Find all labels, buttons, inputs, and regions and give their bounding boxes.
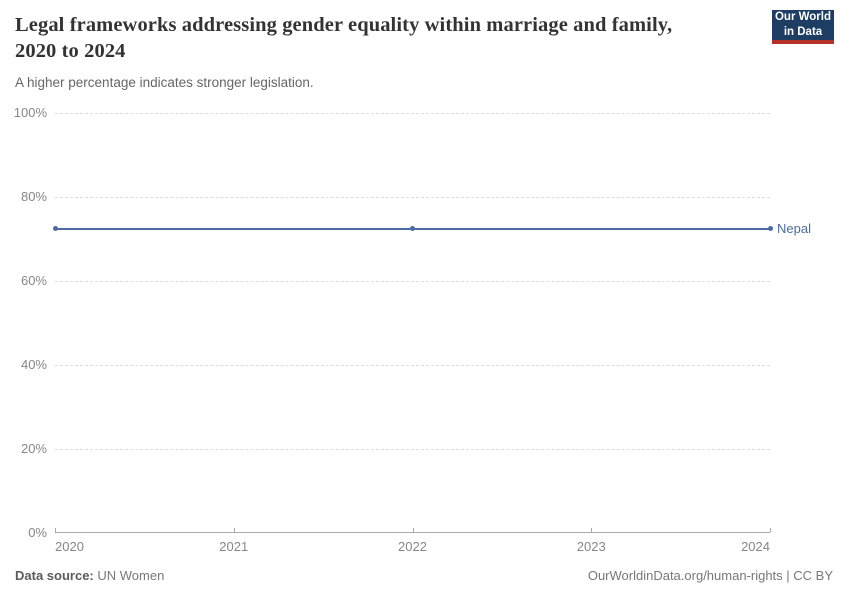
x-axis-tick xyxy=(591,528,593,532)
x-axis-tick xyxy=(233,528,235,532)
series-point-marker[interactable] xyxy=(767,226,773,231)
data-source-label: Data source: xyxy=(15,568,94,583)
entity-label[interactable]: Nepal xyxy=(777,220,811,236)
series-line[interactable] xyxy=(412,227,770,230)
owid-logo[interactable]: Our World in Data xyxy=(772,10,834,44)
x-axis-tick-label: 2020 xyxy=(55,539,84,554)
x-axis-tick-label: 2021 xyxy=(219,539,249,554)
series-point-marker[interactable] xyxy=(52,226,58,231)
y-gridline xyxy=(55,196,770,198)
data-source-note: Data source: UN Women xyxy=(15,568,164,583)
x-axis-tick-label: 2024 xyxy=(741,539,770,554)
x-axis-line xyxy=(55,532,770,533)
owid-logo-line1: Our World xyxy=(774,11,831,24)
credit-link[interactable]: OurWorldinData.org/human-rights | CC BY xyxy=(587,568,833,583)
y-gridline xyxy=(55,448,770,450)
y-gridline xyxy=(55,112,770,114)
chart-title: Legal frameworks addressing gender equal… xyxy=(15,14,673,63)
y-axis-tick-label: 80% xyxy=(20,189,47,204)
y-gridline xyxy=(55,364,770,366)
y-axis-tick-label: 20% xyxy=(20,441,47,456)
owid-logo-line2: in Data xyxy=(783,26,823,38)
x-axis-tick-label: 2022 xyxy=(398,539,427,554)
x-axis-tick xyxy=(412,528,414,532)
data-source-value: UN Women xyxy=(93,568,165,583)
y-gridline xyxy=(55,280,770,282)
series-point-marker[interactable] xyxy=(410,226,415,231)
y-axis-tick-label: 60% xyxy=(20,273,47,288)
y-axis-tick-label: 0% xyxy=(28,525,47,540)
x-axis-tick xyxy=(55,528,56,532)
x-axis-tick-label: 2023 xyxy=(576,539,606,554)
series-line[interactable] xyxy=(55,227,413,230)
y-axis-tick-label: 100% xyxy=(13,105,47,120)
chart-subtitle: A higher percentage indicates stronger l… xyxy=(15,75,314,90)
x-axis-tick xyxy=(770,528,771,532)
y-axis-tick-label: 40% xyxy=(20,357,47,372)
